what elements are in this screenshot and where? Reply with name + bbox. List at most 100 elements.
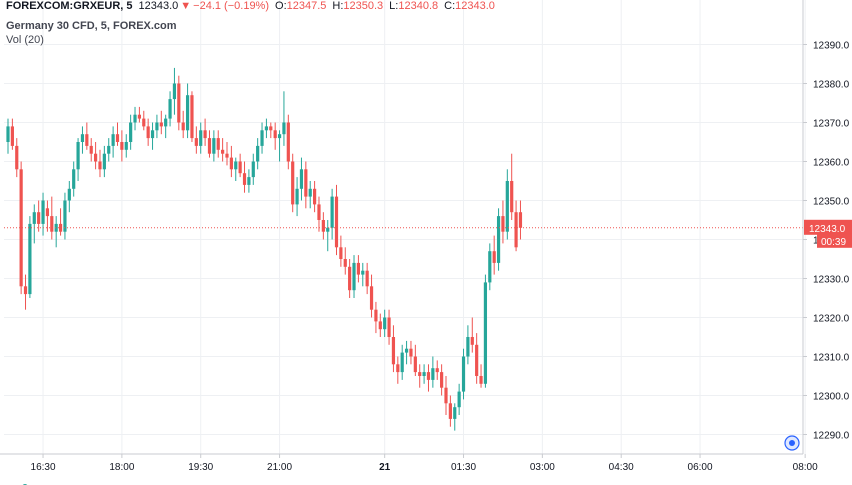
candle-body bbox=[457, 391, 461, 408]
symbol-label[interactable]: FOREXCOM:GRXEUR, 5 bbox=[6, 0, 133, 12]
candle-body bbox=[396, 364, 400, 373]
candle-body bbox=[418, 372, 422, 376]
volume-indicator-label[interactable]: Vol (20) bbox=[6, 34, 44, 46]
candle-body bbox=[150, 130, 155, 139]
candle-body bbox=[181, 122, 185, 131]
candle-body bbox=[295, 188, 299, 205]
candle-body bbox=[89, 145, 93, 154]
candles bbox=[6, 67, 523, 431]
candle bbox=[89, 138, 93, 162]
chart-settings-icon[interactable] bbox=[22, 435, 800, 485]
candle-body bbox=[194, 138, 198, 146]
candle-body bbox=[63, 200, 67, 232]
candle-body bbox=[146, 126, 150, 139]
candle bbox=[54, 216, 58, 248]
candle bbox=[277, 130, 282, 162]
price-tag: 12343.0 00:39 bbox=[804, 219, 852, 248]
candle-body bbox=[470, 337, 474, 345]
candle-body bbox=[107, 145, 111, 154]
price-tag-box bbox=[804, 219, 852, 235]
candle bbox=[23, 274, 28, 310]
candle bbox=[334, 184, 339, 256]
candle-body bbox=[269, 126, 273, 131]
candle-body bbox=[339, 247, 343, 259]
candle bbox=[94, 142, 98, 170]
down-arrow-icon: ▼ bbox=[180, 0, 192, 12]
candle bbox=[76, 138, 80, 181]
candle bbox=[216, 130, 220, 158]
candle-body bbox=[326, 227, 330, 232]
candle bbox=[221, 138, 225, 162]
grid-lines bbox=[4, 0, 806, 454]
candle-body bbox=[234, 161, 238, 170]
candle-body bbox=[277, 134, 282, 139]
candle bbox=[269, 122, 273, 139]
candle bbox=[470, 317, 474, 353]
candle bbox=[181, 110, 185, 139]
candle bbox=[124, 134, 128, 158]
price-tick-label: 12350.0 bbox=[813, 197, 850, 208]
time-tick-label: 19:30 bbox=[188, 462, 213, 473]
candle bbox=[330, 188, 334, 240]
high-label: H: bbox=[332, 0, 344, 12]
candle-body bbox=[98, 161, 102, 170]
candle bbox=[247, 169, 251, 193]
candle-body bbox=[317, 204, 321, 220]
price-tick-label: 12380.0 bbox=[813, 80, 850, 91]
candle bbox=[225, 142, 229, 166]
candle bbox=[496, 208, 501, 271]
candle-body bbox=[94, 153, 98, 162]
candle-body bbox=[115, 134, 120, 142]
candle bbox=[273, 122, 277, 150]
candle-body bbox=[28, 223, 32, 295]
price-tick-label: 12330.0 bbox=[813, 275, 850, 286]
candle-body bbox=[435, 368, 439, 373]
candle bbox=[356, 255, 360, 283]
candle-body bbox=[374, 309, 378, 322]
chart-header: FOREXCOM:GRXEUR, 5 12343.0 ▼ −24.1 (−0.19%)… bbox=[6, 0, 501, 12]
candle-body bbox=[369, 286, 374, 310]
candle-body bbox=[387, 317, 391, 337]
candle bbox=[177, 75, 181, 131]
candle bbox=[37, 200, 41, 232]
candle-body bbox=[155, 122, 159, 131]
price-tick-label: 12300.0 bbox=[813, 392, 850, 403]
candle bbox=[369, 274, 374, 318]
candle-body bbox=[505, 181, 509, 232]
time-tick-label: 21:00 bbox=[267, 462, 292, 473]
candle bbox=[32, 204, 36, 244]
candle bbox=[461, 348, 466, 400]
countdown-value: 00:39 bbox=[821, 237, 846, 248]
candle bbox=[41, 192, 45, 236]
candle-body bbox=[479, 376, 483, 384]
candle-body bbox=[378, 321, 382, 330]
candle-body bbox=[45, 208, 50, 217]
candle-body bbox=[67, 188, 71, 201]
candle bbox=[10, 118, 14, 150]
candle-body bbox=[453, 407, 457, 419]
candle bbox=[15, 138, 19, 178]
candle bbox=[348, 259, 352, 298]
time-axis[interactable]: 16:30 18:00 19:30 21:00 21 01:30 03:00 04:30 06:… bbox=[0, 453, 818, 473]
candle bbox=[299, 157, 304, 201]
candle bbox=[361, 262, 365, 287]
candle-body bbox=[518, 212, 523, 228]
candle-body bbox=[225, 153, 229, 158]
candle-body bbox=[177, 83, 181, 123]
last-price: 12343.0 bbox=[138, 0, 179, 12]
candle bbox=[133, 106, 137, 131]
time-tick-label: 16:30 bbox=[31, 462, 56, 473]
candle bbox=[120, 130, 124, 162]
price-tick-label: 12390.0 bbox=[813, 41, 850, 52]
candle bbox=[326, 220, 330, 252]
candle bbox=[190, 91, 194, 142]
candle-body bbox=[383, 317, 387, 330]
candle-body bbox=[216, 138, 220, 150]
candle bbox=[63, 192, 67, 240]
candle-body bbox=[85, 134, 89, 146]
candle-body bbox=[15, 145, 19, 170]
candle-body bbox=[492, 251, 496, 263]
price-tick-label: 12290.0 bbox=[813, 431, 850, 442]
high-value: 12350.3 bbox=[343, 0, 384, 12]
